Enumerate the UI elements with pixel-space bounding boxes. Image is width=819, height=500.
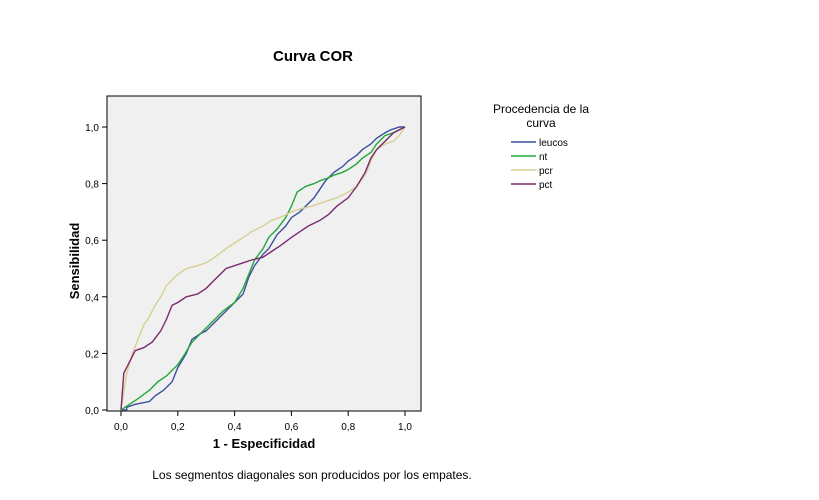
legend-label-nt: nt [539,152,548,163]
y-tick-label: 0,6 [85,236,99,247]
series-layer [120,126,406,411]
y-tick-label: 0,4 [85,293,99,304]
y-tick-label: 0,8 [85,180,99,191]
x-tick-label: 1,0 [398,422,412,433]
y-tick-label: 0,2 [85,349,99,360]
legend: Procedencia de la curva leucos nt pcr pct [493,102,589,191]
axes-layer: 0,0 0,2 0,4 0,6 0,8 1,0 0,0 0,2 0,4 0,6 0,8 1,0 [85,123,412,433]
legend-label-pcr: pcr [539,166,554,177]
legend-label-pct: pct [539,180,553,191]
series-line-nt [120,126,406,411]
x-tick-label: 0,8 [341,422,355,433]
x-tick-label: 0,0 [114,422,128,433]
chart-title: Curva COR [273,48,353,65]
legend-label-leucos: leucos [539,138,568,149]
x-tick-label: 0,4 [228,422,242,433]
legend-title-line-1: Procedencia de la [493,102,589,116]
legend-title-line-2: curva [526,116,556,130]
x-tick-label: 0,2 [171,422,185,433]
y-tick-label: 1,0 [85,123,99,134]
series-line-pcr [120,126,406,411]
y-tick-label: 0,0 [85,406,99,417]
x-axis-label: 1 - Especificidad [213,436,316,451]
footnote: Los segmentos diagonales son producidos … [152,468,472,482]
series-line-leucos [121,126,405,411]
series-line-pct [120,126,406,411]
y-axis-label: Sensibilidad [67,223,82,300]
x-tick-label: 0,6 [284,422,298,433]
